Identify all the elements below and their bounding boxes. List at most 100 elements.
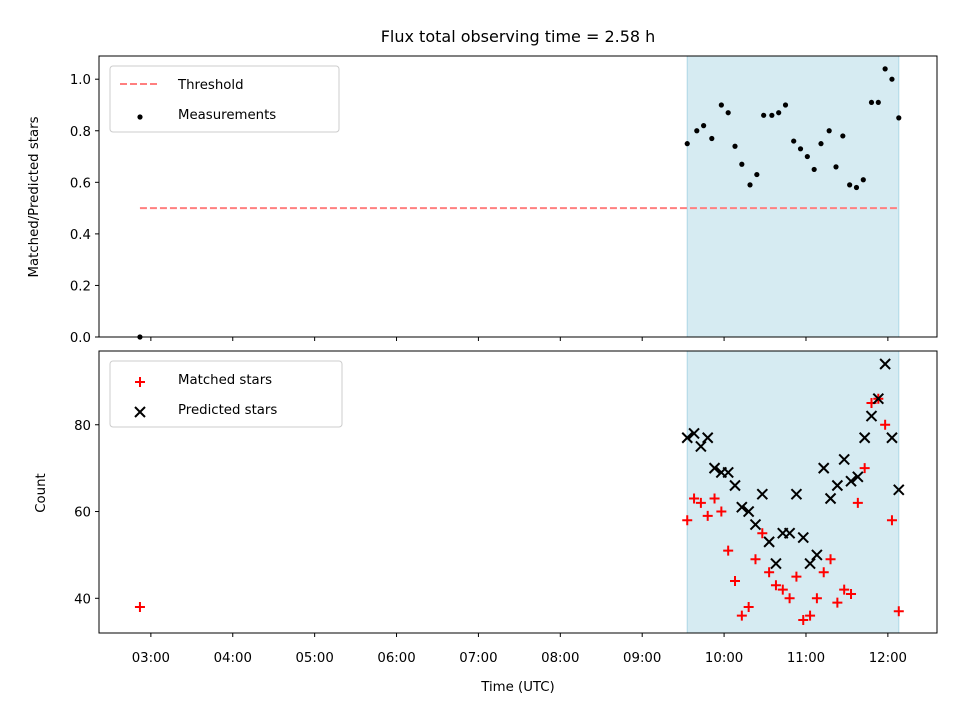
top-observing-window — [686, 55, 900, 338]
top-y-axis-label: Matched/Predicted stars — [27, 116, 42, 277]
bottom-matched-stars-point — [893, 606, 904, 617]
bottom-matched-stars-point — [832, 597, 843, 608]
bottom-legend — [109, 360, 343, 428]
top-legend-measurements-label: Measurements — [178, 108, 276, 123]
bottom-predicted-stars-point — [893, 484, 905, 496]
top-measurements-point — [882, 66, 888, 72]
bottom-matched-stars-point — [791, 571, 802, 582]
top-measurements-point — [853, 184, 860, 191]
bottom-matched-stars-point — [798, 614, 809, 625]
bottom-matched-stars-point — [859, 463, 870, 474]
top-y-tick-label: 0.8 — [70, 125, 91, 140]
bottom-matched-stars-point — [757, 528, 768, 539]
bottom-predicted-stars-point — [702, 432, 714, 444]
bottom-predicted-stars-point — [804, 557, 816, 570]
top-legend-measurements-marker — [137, 114, 143, 120]
x-tick-label: 11:00 — [787, 651, 825, 666]
bottom-matched-stars-point — [784, 593, 795, 604]
bottom-legend-predicted-stars-marker — [134, 406, 146, 418]
top-measurements-point — [739, 161, 745, 167]
bottom-legend-predicted-stars-label: Predicted stars — [178, 403, 277, 418]
top-measurements-point — [847, 182, 853, 188]
top-measurements-point — [797, 146, 804, 152]
top-y-tick-label: 0.4 — [70, 228, 91, 243]
bottom-matched-stars-point — [811, 593, 822, 604]
top-measurements-point — [747, 182, 753, 188]
bottom-matched-stars-point — [777, 584, 788, 595]
bottom-predicted-stars-point — [756, 488, 769, 500]
bottom-matched-stars-point — [886, 515, 897, 526]
top-measurements-point — [791, 138, 797, 144]
top-measurements-point — [840, 133, 846, 139]
x-tick-label: 07:00 — [459, 651, 497, 666]
top-measurements-point — [701, 123, 707, 129]
bottom-matched-stars-point — [839, 584, 850, 595]
x-tick-label: 04:00 — [214, 651, 252, 666]
bottom-predicted-stars-point — [845, 475, 857, 487]
top-measurements-point — [761, 112, 767, 118]
bottom-legend-matched-stars-marker — [135, 377, 145, 387]
bottom-predicted-stars-point — [879, 358, 891, 370]
bottom-predicted-stars-point — [886, 432, 898, 444]
top-measurements-point — [804, 153, 810, 160]
bottom-predicted-stars-point — [763, 536, 775, 548]
top-legend-threshold-label: Threshold — [177, 78, 244, 93]
x-tick-label: 12:00 — [869, 651, 907, 666]
bottom-predicted-stars-point — [831, 479, 844, 492]
top-measurements-point — [769, 112, 775, 118]
bottom-matched-stars-point — [846, 588, 857, 599]
x-tick-label: 06:00 — [377, 651, 415, 666]
bottom-matched-stars-point — [695, 497, 706, 508]
bottom-predicted-stars-point — [811, 549, 823, 561]
top-measurements-point — [754, 171, 760, 178]
top-measurements-point — [732, 143, 738, 149]
top-y-tick-label: 1.0 — [70, 73, 91, 88]
bottom-legend-matched-stars-label: Matched stars — [178, 373, 272, 388]
x-tick-label: 03:00 — [132, 651, 170, 666]
bottom-y-tick-label: 80 — [74, 419, 91, 434]
bottom-matched-stars-point — [852, 497, 863, 508]
top-y-tick-label: 0.2 — [70, 279, 91, 294]
bottom-predicted-stars-point — [681, 432, 693, 444]
top-measurements-point — [725, 110, 731, 116]
top-axes-frame — [98, 55, 938, 338]
top-measurements-point — [818, 141, 824, 147]
bottom-matched-stars-point — [825, 554, 836, 565]
bottom-matched-stars-point — [750, 554, 761, 565]
top-measurements-point — [826, 128, 832, 134]
bottom-y-tick-label: 40 — [74, 592, 91, 607]
top-measurements-point — [875, 99, 881, 106]
top-measurements-point — [709, 135, 715, 142]
bottom-predicted-stars-point — [708, 462, 721, 474]
bottom-predicted-stars-point — [749, 518, 762, 531]
bottom-predicted-stars-point — [865, 410, 878, 422]
bottom-matched-stars-point — [805, 610, 816, 621]
x-tick-label: 09:00 — [623, 651, 661, 666]
top-measurements-point — [782, 102, 789, 108]
top-measurements-point — [811, 166, 817, 173]
bottom-matched-stars-point — [730, 575, 741, 586]
bottom-predicted-stars-point — [872, 393, 885, 405]
bottom-predicted-stars-point — [797, 531, 809, 544]
bottom-matched-stars-point — [818, 567, 829, 578]
bottom-predicted-stars-point — [742, 505, 755, 518]
top-panel: 0.0 0.2 0.4 0.6 0.8 1.0 Threshold Measurements — [70, 55, 938, 346]
bottom-matched-stars-point — [736, 610, 747, 621]
bottom-predicted-stars-point — [818, 462, 830, 474]
bottom-predicted-stars-point — [783, 527, 796, 539]
bottom-matched-stars-point — [702, 510, 713, 521]
top-measurements-point — [694, 128, 700, 134]
bottom-predicted-stars-point — [695, 440, 707, 453]
top-measurements-point — [718, 102, 724, 108]
bottom-predicted-stars-point — [852, 471, 864, 483]
bottom-panel: 40 60 80 03:00 04:00 05:00 06:00 07:00 08:00 09:0… — [74, 350, 938, 666]
top-measurements-point — [860, 177, 866, 183]
bottom-matched-stars-point — [682, 515, 693, 526]
top-measurements-point — [889, 76, 895, 82]
x-axis-label: Time (UTC) — [480, 680, 555, 695]
bottom-matched-stars-point — [134, 601, 145, 612]
bottom-matched-stars-point — [743, 601, 754, 612]
top-legend — [109, 65, 340, 133]
x-tick-label: 05:00 — [295, 651, 333, 666]
